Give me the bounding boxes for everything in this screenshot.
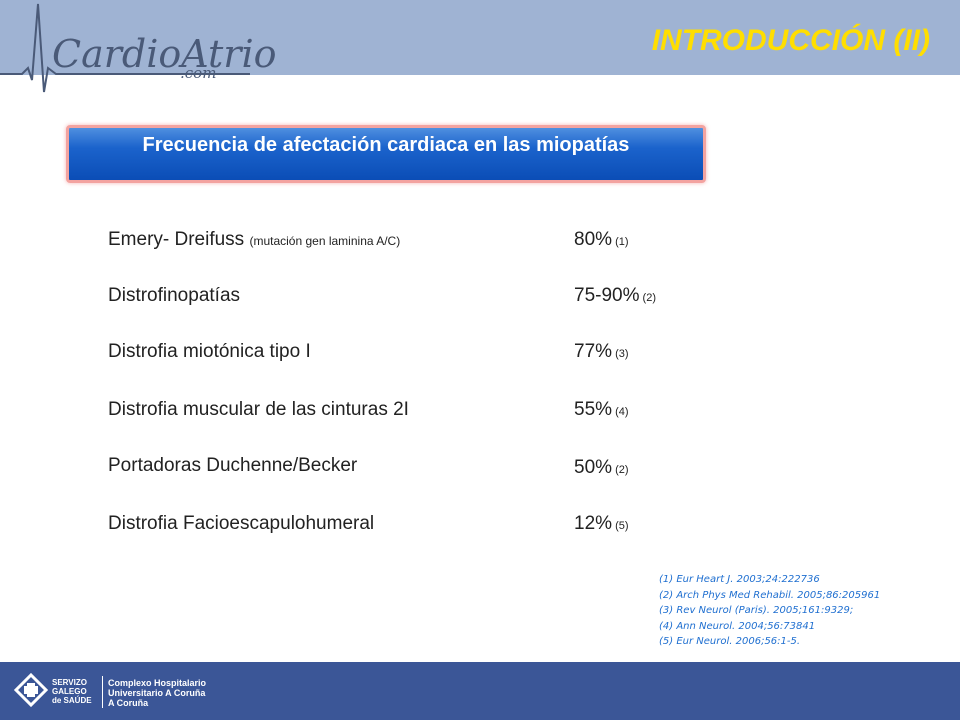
banner-text: Frecuencia de afectación cardiaca en las… [142,134,630,156]
row-note: (mutación gen laminina A/C) [249,234,401,248]
row-ref: (4) [612,406,629,418]
logo-text: CardioAtrio [52,32,277,76]
row-ref: (2) [639,292,656,304]
row-value: 80% (1) [574,229,629,250]
reference-item: (1) Eur Heart J. 2003;24:222736 [659,574,820,585]
row-label: Portadoras Duchenne/Becker [108,455,358,476]
logo-subtext: .com [180,64,217,82]
references-list: (1) Eur Heart J. 2003;24:222736 (2) Arch… [659,572,880,650]
slide-title: INTRODUCCIÓN (II) [651,24,930,57]
reference-item: (2) Arch Phys Med Rehabil. 2005;86:20596… [659,589,881,601]
row-ref: (5) [612,520,629,532]
row-label: Distrofia miotónica tipo I [108,341,311,362]
list-item: Distrofinopatías 75-90% (2) [108,285,708,315]
section-banner: Frecuencia de afectación cardiaca en las… [66,125,706,183]
footer-org-sergas: SERVIZO GALEGO de SAÚDE [52,678,92,705]
row-label: Distrofia Facioescapulohumeral [108,513,375,534]
row-ref: (2) [612,464,629,476]
cardioatrio-logo[interactable]: CardioAtrio .com [0,0,277,100]
sergas-emblem-icon [14,673,48,708]
footer-bar: SERVIZO GALEGO de SAÚDE Complexo Hospita… [0,662,960,720]
footer-divider [102,676,103,708]
row-label: Emery- Dreifuss (mutación gen laminina A… [108,229,401,250]
header-band [0,0,960,75]
reference-item: (5) Eur Neurol. 2006;56:1-5. [659,636,801,647]
row-value: 12% (5) [574,513,629,534]
row-value: 77% (3) [574,341,629,362]
row-value: 50% (2) [574,457,629,478]
row-label: Distrofia muscular de las cinturas 2I [108,399,409,420]
heartbeat-line-icon [0,3,250,93]
row-value: 55% (4) [574,399,629,420]
reference-item: (3) Rev Neurol (Paris). 2005;161:9329; [659,605,854,616]
list-item: Distrofia Facioescapulohumeral 12% (5) [108,513,708,543]
list-item: Distrofia muscular de las cinturas 2I 55… [108,399,708,429]
row-label: Distrofinopatías [108,285,241,306]
row-ref: (1) [612,236,629,248]
list-item: Distrofia miotónica tipo I 77% (3) [108,341,708,371]
reference-item: (4) Ann Neurol. 2004;56:73841 [659,620,816,632]
list-item: Emery- Dreifuss (mutación gen laminina A… [108,229,708,259]
list-item: Portadoras Duchenne/Becker 50% (2) [108,455,708,485]
row-ref: (3) [612,348,629,360]
footer-org-hospital: Complexo Hospitalario Universitario A Co… [108,678,207,708]
row-value: 75-90% (2) [574,285,656,306]
